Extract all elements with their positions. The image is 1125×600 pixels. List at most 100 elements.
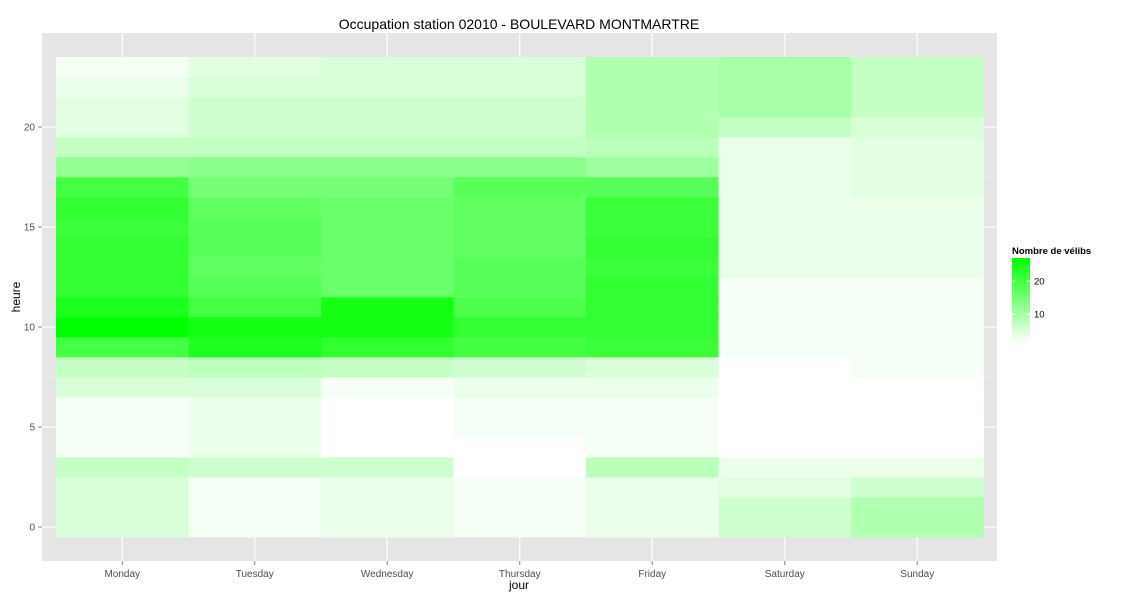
heatmap-cell [321,57,454,78]
heatmap-cell [453,337,587,358]
heatmap-cell [851,57,984,78]
heatmap-cell [188,137,322,158]
heatmap-cell [453,417,587,438]
heatmap-cell [453,517,587,538]
heatmap-cell [188,357,322,378]
y-tick-label: 10 [24,323,36,334]
heatmap-cell [851,317,984,338]
heatmap-cell [718,317,852,338]
heatmap-cell [321,397,454,418]
legend-colorbar [1012,258,1030,344]
heatmap-cell [453,377,587,398]
heatmap-cell [586,217,719,238]
heatmap-cell [188,437,322,458]
heatmap-cell [188,377,322,398]
heatmap-cell [851,477,984,498]
heatmap-cell [718,277,852,298]
heatmap-cell [718,437,852,458]
heatmap-cell [718,77,852,98]
heatmap-cell [851,117,984,138]
heatmap-cell [321,217,454,238]
x-axis: Monday Tuesday Wednesday Thursday Friday Satu… [104,561,934,580]
heatmap-cell [718,217,852,238]
heatmap-cell [188,117,322,138]
heatmap-cell [321,497,454,518]
heatmap-cell [321,157,454,178]
y-tick-label: 5 [29,423,35,434]
heatmap-cell [321,137,454,158]
heatmap-cell [188,97,322,118]
heatmap-cell [718,397,852,418]
heatmap-cell [188,257,322,278]
heatmap-cell [586,417,719,438]
heatmap-cell [851,357,984,378]
heatmap-cell [321,317,454,338]
y-tick-label: 20 [24,123,36,134]
x-tick-label: Wednesday [361,569,414,580]
heatmap-cell [188,317,322,338]
heatmap-cell [586,157,719,178]
heatmap-cell [718,257,852,278]
heatmap-cell [851,97,984,118]
heatmap-cell [586,197,719,218]
legend: Nombre de vélibs 10 20 [1012,246,1091,344]
heatmap-cell [188,477,322,498]
heatmap-cell [56,137,189,158]
heatmap-cell [188,277,322,298]
heatmap-cell [718,457,852,478]
heatmap-cell [453,277,587,298]
heatmap-cell [56,337,189,358]
heatmap-cell [56,417,189,438]
heatmap-cell [321,377,454,398]
heatmap-cell [56,237,189,258]
heatmap-cell [851,137,984,158]
heatmap-cell [56,277,189,298]
heatmap-cell [321,277,454,298]
heatmap-cell [586,317,719,338]
heatmap-cell [718,477,852,498]
heatmap-cell [56,217,189,238]
x-tick-label: Friday [638,569,666,580]
heatmap-cell [718,357,852,378]
heatmap-cell [718,177,852,198]
heatmap-cell [586,517,719,538]
heatmap-cell [188,457,322,478]
heatmap-cell [851,457,984,478]
heatmap-cell [321,437,454,458]
legend-title: Nombre de vélibs [1012,246,1091,257]
heatmap-cell [321,257,454,278]
heatmap-cell [321,297,454,318]
heatmap-cell [321,177,454,198]
heatmap-cell [321,237,454,258]
heatmap-cell [453,97,587,118]
heatmap-cell [453,77,587,98]
heatmap-cell [718,137,852,158]
heatmap-cell [321,77,454,98]
heatmap-cell [851,337,984,358]
heatmap-cell [718,57,852,78]
heatmap-cell [586,137,719,158]
heatmap-cell [586,477,719,498]
heatmap-tiles [56,57,984,538]
heatmap-cell [586,437,719,458]
heatmap-cell [188,177,322,198]
heatmap-cell [188,497,322,518]
heatmap-cell [851,517,984,538]
heatmap-cell [453,477,587,498]
heatmap-cell [453,197,587,218]
heatmap-cell [321,517,454,538]
heatmap-cell [718,117,852,138]
heatmap-cell [188,217,322,238]
heatmap-cell [586,117,719,138]
heatmap-cell [56,197,189,218]
heatmap-cell [718,517,852,538]
heatmap-cell [188,197,322,218]
heatmap-cell [851,377,984,398]
heatmap-cell [188,297,322,318]
heatmap-cell [851,237,984,258]
heatmap-cell [586,57,719,78]
heatmap-cell [586,277,719,298]
legend-tick-label: 10 [1034,310,1045,321]
y-tick-label: 15 [24,223,36,234]
heatmap-cell [851,217,984,238]
